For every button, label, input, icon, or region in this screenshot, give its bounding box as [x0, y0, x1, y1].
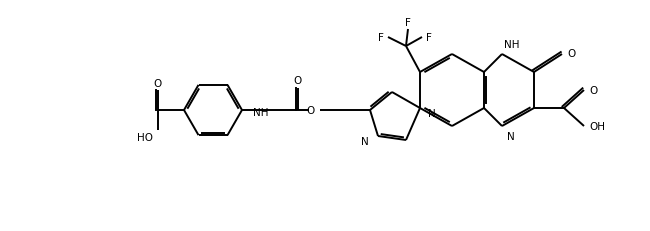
Text: N: N: [428, 109, 436, 119]
Text: O: O: [567, 49, 575, 59]
Text: F: F: [426, 33, 432, 43]
Text: HO: HO: [137, 132, 153, 142]
Text: O: O: [294, 76, 302, 86]
Text: NH: NH: [504, 40, 519, 50]
Text: OH: OH: [589, 122, 605, 131]
Text: O: O: [589, 86, 597, 96]
Text: F: F: [405, 18, 411, 28]
Text: O: O: [154, 79, 162, 89]
Text: NH: NH: [252, 108, 268, 118]
Text: O: O: [307, 106, 315, 116]
Text: N: N: [507, 131, 515, 141]
Text: F: F: [378, 33, 384, 43]
Text: N: N: [361, 137, 369, 146]
